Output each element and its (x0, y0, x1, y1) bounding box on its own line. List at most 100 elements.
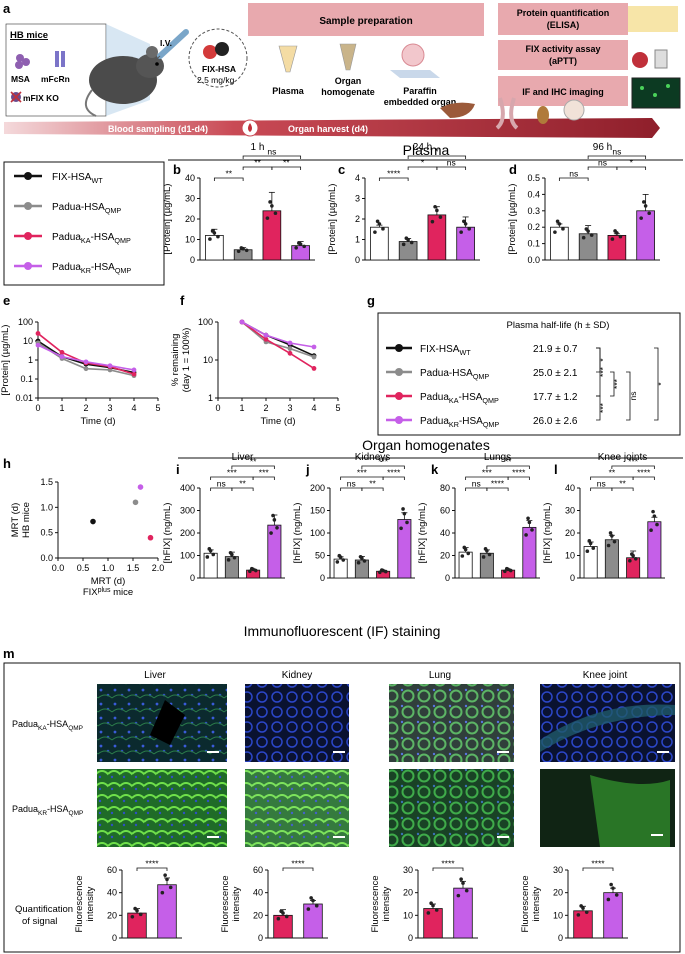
if-tissue-knee-kr (590, 775, 670, 847)
if-image-lung-kr (389, 769, 514, 847)
legend-label: PaduaKR-HSAQMP (52, 262, 131, 275)
series-line (241, 321, 315, 370)
data-point (461, 881, 465, 885)
significance-label: ns (472, 479, 481, 489)
paraffin-slide-icon (390, 43, 440, 78)
chart-e: 0.01 0.1 1 10 100 [Protein] (µg/mL) 0 1 2 3 4 5 Time… (0, 317, 161, 427)
y-tick-label: 0 (190, 255, 195, 265)
y-axis-label-2: intensity (531, 886, 542, 921)
chart-title: 24 h (413, 142, 432, 153)
blood-drop-icon (632, 49, 668, 69)
series-line (241, 321, 315, 348)
y-tick-label: 0 (570, 573, 575, 583)
data-point (210, 229, 215, 233)
scatter-point (90, 518, 96, 525)
significance-bracket (361, 465, 405, 469)
data-point (239, 246, 244, 250)
significance-bracket (611, 465, 655, 469)
series-point (239, 319, 245, 325)
paraffin-label: Paraffin (403, 86, 437, 96)
half-life-title: Plasma half-life (h ± SD) (507, 320, 610, 331)
y-tick-label: 0.4 (527, 189, 540, 199)
sample-prep-box (248, 3, 484, 36)
y-axis-label: [Protein] (µg/mL) (162, 184, 173, 255)
significance-label: **** (491, 479, 505, 489)
significance-bracket (465, 476, 509, 480)
if-col-lung: Lung (429, 670, 451, 681)
half-life-label: Padua-HSAQMP (420, 368, 489, 381)
y-tick-label: 0.01 (15, 393, 33, 403)
organ-harvest-label: Organ harvest (d4) (288, 124, 368, 134)
data-point (462, 545, 467, 550)
y-tick-label: 0 (190, 573, 195, 583)
data-point (284, 914, 289, 919)
plasma-tube-icon (278, 45, 298, 73)
y-tick-label: 4 (355, 173, 360, 183)
panel-letter-l: l (554, 462, 558, 477)
significance-bracket (271, 166, 302, 170)
if-vessel-liver (150, 700, 185, 745)
x-tick-label: 1.0 (102, 563, 115, 573)
scale-bar (497, 836, 509, 838)
panel-letter-c: c (338, 162, 345, 177)
significance-label: ** (609, 468, 616, 478)
series-point (131, 371, 137, 377)
y-axis-label: MRT (d) (10, 503, 21, 537)
mfcrn-icon (55, 51, 65, 67)
data-point (337, 553, 342, 558)
y-tick-label: 1 (355, 235, 360, 245)
data-point (309, 896, 313, 900)
data-point (483, 546, 488, 551)
quant-label-1: Quantification (15, 904, 73, 915)
panel-letter-d: d (509, 162, 517, 177)
embedded-organ-label: embedded organ (384, 97, 457, 107)
significance-label: ** (254, 158, 261, 168)
y-tick-label: 10 (185, 235, 195, 245)
microscope-monitor-icon (631, 77, 681, 109)
data-point (584, 910, 589, 914)
significance-label: ** (250, 457, 257, 467)
bar (273, 914, 293, 939)
y-axis-label: [hFIX] (ng/mL) (162, 503, 173, 564)
y-tick-label: 1 (208, 393, 213, 403)
x-axis-label: MRT (d) (91, 576, 125, 587)
significance-bracket (210, 476, 254, 480)
data-point (524, 533, 528, 537)
series-point (263, 336, 269, 342)
data-point (272, 518, 277, 522)
homogenate-label: homogenate (321, 87, 375, 97)
data-point (405, 520, 409, 525)
y-tick-label: 100 (18, 317, 33, 327)
data-point (356, 560, 361, 565)
if-image-kidney-ka (245, 684, 349, 762)
y-tick-label: 50 (315, 551, 325, 561)
panel-letter-m: m (3, 646, 15, 661)
data-point (587, 539, 592, 543)
x-tick-label: 2 (263, 403, 268, 413)
y-tick-label: 0.0 (40, 553, 53, 563)
y-axis-label: Fluorescence (370, 875, 381, 932)
y-tick-label: 0 (558, 933, 563, 943)
y-axis-label: Fluorescence (74, 875, 85, 932)
organ-icons (440, 97, 585, 130)
significance-label: ** (505, 457, 512, 467)
data-point (168, 885, 173, 890)
significance-label: *** (482, 468, 493, 478)
y-tick-label: 40 (185, 173, 195, 183)
panel-letter-g: g (367, 293, 375, 308)
chart-m4: 0 10 20 30 Fluorescence intensity **** (520, 859, 628, 943)
data-point (165, 877, 169, 882)
x-axis-label-2: FIXplus mice (83, 587, 133, 598)
data-point (226, 558, 231, 562)
y-tick-label: 0.5 (527, 173, 540, 183)
data-point (553, 230, 557, 234)
data-point (138, 912, 143, 917)
data-point (302, 244, 306, 249)
significance-label: ns (612, 147, 621, 157)
elisa-label-2: (ELISA) (547, 20, 580, 30)
data-point (275, 525, 279, 530)
if-column-headers: Liver Kidney Lung Knee joint (144, 670, 627, 681)
data-point (508, 568, 513, 573)
aptt-box (498, 40, 628, 70)
significance-label: ns (569, 169, 578, 179)
